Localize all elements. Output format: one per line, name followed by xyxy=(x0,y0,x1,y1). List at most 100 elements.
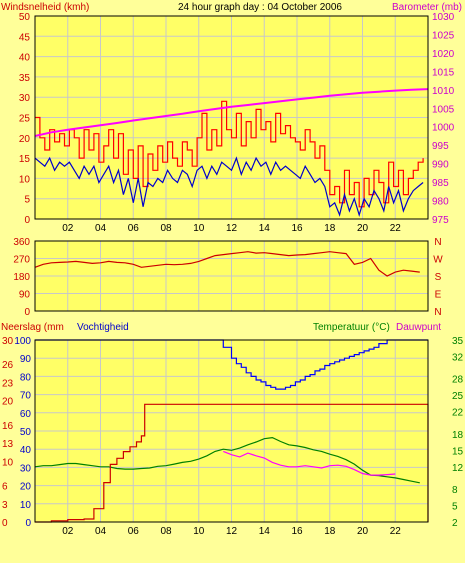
wind-tick-label: 25 xyxy=(19,114,31,125)
rain-line xyxy=(35,403,429,523)
humidity-tick-label: 70 xyxy=(20,391,32,402)
humidity-temperature-panel: 02 04 06 08 10 12 14 16 18 20 22036101316202326300… xyxy=(2,336,464,537)
wind-tick-label: 0 xyxy=(24,215,30,226)
wind-tick-label: 35 xyxy=(19,73,31,84)
barometer-tick-label: 1000 xyxy=(432,123,455,134)
header: Windsnelheid (kmh) 24 hour graph day : 0… xyxy=(1,2,462,13)
plot-frame xyxy=(34,339,429,523)
humidity-tick-label: 40 xyxy=(20,445,32,456)
direction-tick-label: 180 xyxy=(13,272,30,283)
x-tick-label: 04 xyxy=(95,526,107,537)
x-tick-label: 20 xyxy=(357,223,369,234)
rain-tick-label: 20 xyxy=(2,397,14,408)
dewpoint-axis-title: Dauwpunt xyxy=(396,322,441,333)
temperature-tick-label: 8 xyxy=(452,485,458,496)
x-tick-label: 02 xyxy=(62,526,74,537)
barometer-tick-label: 1020 xyxy=(432,49,455,60)
rain-tick-label: 16 xyxy=(2,421,14,432)
barometer-tick-label: 975 xyxy=(432,215,449,226)
barometer-axis-title: Barometer (mb) xyxy=(392,2,462,13)
wind-tick-label: 30 xyxy=(19,93,31,104)
x-tick-label: 18 xyxy=(324,526,336,537)
wind-tick-label: 15 xyxy=(19,154,31,165)
x-tick-label: 12 xyxy=(226,526,238,537)
barometer-tick-label: 1025 xyxy=(432,30,455,41)
rain-tick-label: 26 xyxy=(2,360,14,371)
temperature-tick-label: 2 xyxy=(452,518,458,529)
wind-tick-label: 5 xyxy=(24,195,30,206)
humidity-axis-title: Vochtigheid xyxy=(77,322,129,333)
temperature-tick-label: 18 xyxy=(452,430,464,441)
humidity-tick-label: 10 xyxy=(20,500,32,511)
rain-tick-label: 10 xyxy=(2,457,14,468)
x-tick-label: 22 xyxy=(390,223,402,234)
temperature-axis-title: Temperatuur (°C) xyxy=(313,322,390,333)
barometer-tick-label: 990 xyxy=(432,160,449,171)
x-tick-label: 08 xyxy=(160,526,172,537)
x-tick-label: 14 xyxy=(259,526,271,537)
rain-axis-title: Neerslag (mm xyxy=(1,322,64,333)
x-tick-label: 22 xyxy=(390,526,402,537)
temperature-tick-label: 28 xyxy=(452,375,464,386)
barometer-tick-label: 1015 xyxy=(432,67,455,78)
humidity-line xyxy=(35,339,428,390)
x-tick-label: 16 xyxy=(291,223,303,234)
rain-tick-label: 30 xyxy=(2,336,14,347)
panel3-header: Neerslag (mm Vochtigheid Temperatuur (°C… xyxy=(1,322,441,333)
direction-tick-label: 0 xyxy=(24,307,30,318)
humidity-tick-label: 50 xyxy=(20,427,32,438)
compass-label: S xyxy=(435,272,442,283)
x-tick-label: 10 xyxy=(193,526,205,537)
barometer-tick-label: 995 xyxy=(432,141,449,152)
wind-tick-label: 20 xyxy=(19,134,31,145)
direction-tick-label: 270 xyxy=(13,255,30,266)
rain-tick-label: 3 xyxy=(2,500,8,511)
x-tick-label: 10 xyxy=(193,223,205,234)
temperature-line xyxy=(34,436,420,484)
rain-tick-label: 0 xyxy=(2,518,8,529)
compass-label: E xyxy=(435,290,442,301)
rain-tick-label: 23 xyxy=(2,378,14,389)
barometer-tick-label: 980 xyxy=(432,197,449,208)
x-tick-label: 18 xyxy=(324,223,336,234)
barometer-tick-label: 1030 xyxy=(432,12,455,23)
rain-tick-label: 6 xyxy=(2,482,8,493)
wind-tick-label: 50 xyxy=(19,12,31,23)
direction-tick-label: 360 xyxy=(13,237,30,248)
dewpoint-line xyxy=(223,450,396,476)
wind-axis-title: Windsnelheid (kmh) xyxy=(1,2,89,13)
humidity-tick-label: 0 xyxy=(25,518,31,529)
x-tick-label: 06 xyxy=(128,223,140,234)
humidity-tick-label: 100 xyxy=(14,336,31,347)
barometer-tick-label: 1005 xyxy=(432,104,455,115)
average-line xyxy=(34,156,424,217)
temperature-tick-label: 22 xyxy=(452,408,464,419)
x-tick-label: 12 xyxy=(226,223,238,234)
humidity-tick-label: 90 xyxy=(20,354,32,365)
x-tick-label: 06 xyxy=(128,526,140,537)
plot-frame xyxy=(34,15,429,220)
humidity-tick-label: 80 xyxy=(20,372,32,383)
x-tick-label: 20 xyxy=(357,526,369,537)
x-tick-label: 04 xyxy=(95,223,107,234)
x-tick-label: 16 xyxy=(291,526,303,537)
temperature-tick-label: 35 xyxy=(452,336,464,347)
direction-tick-label: 90 xyxy=(19,290,31,301)
temperature-tick-label: 5 xyxy=(452,501,458,512)
temperature-tick-label: 12 xyxy=(452,463,464,474)
humidity-tick-label: 30 xyxy=(20,463,32,474)
plot-frame xyxy=(34,240,429,312)
wind-barometer-panel: 02 04 06 08 10 12 14 16 18 20 22051015202530354045… xyxy=(19,12,455,234)
gust-line xyxy=(35,100,424,208)
wind-tick-label: 40 xyxy=(19,53,31,64)
x-tick-label: 08 xyxy=(160,223,172,234)
compass-label: N xyxy=(434,307,441,318)
temperature-tick-label: 25 xyxy=(452,391,464,402)
barometer-line xyxy=(34,88,429,137)
humidity-tick-label: 20 xyxy=(20,482,32,493)
rain-tick-label: 13 xyxy=(2,439,14,450)
barometer-tick-label: 1010 xyxy=(432,86,455,97)
humidity-tick-label: 60 xyxy=(20,409,32,420)
